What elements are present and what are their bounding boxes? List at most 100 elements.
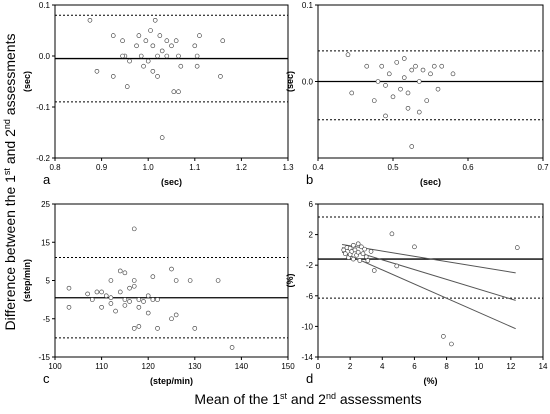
data-point (420, 67, 426, 73)
x-tick-label: 1.2 (236, 163, 248, 172)
data-point (218, 74, 223, 79)
data-point (375, 79, 381, 84)
data-point (355, 249, 361, 255)
y-tick-label: 25 (41, 200, 50, 209)
data-point (441, 334, 446, 339)
data-point (117, 268, 123, 274)
x-tick-label: 140 (235, 362, 249, 371)
y-tick-label: -0.1 (36, 103, 50, 112)
data-point (157, 33, 163, 38)
panels: 0.8 0.9 1.0 1.1 1.2 1.3 -0.2 -0.1 0.0 0.1 (sec) (se… (22, 1, 549, 386)
data-point (143, 38, 149, 44)
data-point (150, 69, 156, 74)
x-tick-label: 150 (281, 362, 295, 371)
data-point (145, 58, 151, 64)
data-point (164, 53, 170, 59)
y-tick-label: 0.0 (302, 78, 314, 87)
data-point (173, 38, 179, 44)
data-point (359, 244, 364, 250)
data-point (343, 251, 348, 257)
data-point (89, 297, 95, 302)
y-tick-label: -2 (306, 261, 314, 270)
x-axis-unit-label: (sec) (420, 177, 441, 187)
y-tick-label: -14 (301, 353, 313, 362)
data-point (159, 48, 165, 54)
y-tick-label: 5 (46, 277, 51, 286)
data-point (169, 43, 174, 49)
data-point (194, 53, 200, 59)
data-point (150, 297, 156, 302)
x-tick-label: 110 (95, 362, 108, 371)
data-point (389, 231, 395, 237)
y-axis-unit-label: (sec) (22, 71, 32, 92)
data-point (169, 316, 174, 322)
data-point (127, 299, 132, 304)
data-point (150, 274, 156, 279)
data-point (176, 89, 181, 94)
data-point (416, 79, 422, 84)
data-point (155, 297, 160, 302)
data-point (171, 89, 177, 94)
data-point (136, 324, 142, 329)
data-point (351, 243, 356, 248)
data-point (197, 33, 202, 38)
data-point (352, 247, 358, 253)
x-tick-label: 8 (444, 362, 449, 371)
y-tick-label: -6 (306, 292, 314, 301)
data-point (113, 308, 118, 314)
plot-frame (317, 203, 544, 358)
data-point (379, 63, 385, 69)
data-point (131, 326, 137, 331)
x-tick-label: 0.8 (49, 163, 61, 172)
data-point (364, 63, 370, 69)
data-point (368, 249, 374, 254)
data-point (355, 241, 361, 247)
x-tick-label: 10 (474, 362, 483, 371)
data-point (401, 75, 407, 80)
data-point (155, 53, 160, 59)
data-point (136, 297, 142, 302)
x-tick-label: 1.3 (282, 163, 294, 172)
y-axis-unit-label: (step/min) (22, 259, 32, 302)
data-point (435, 86, 441, 92)
data-point (131, 278, 137, 283)
data-point (169, 266, 174, 272)
data-point (66, 285, 72, 291)
y-tick-label: -10 (301, 322, 313, 331)
data-point (173, 278, 179, 283)
data-point (357, 258, 363, 263)
data-point (108, 278, 114, 283)
data-point (390, 94, 396, 100)
x-tick-label: 12 (506, 362, 515, 371)
data-point (155, 326, 160, 331)
shared-y-axis-label: Difference between the 1st and 2nd asses… (2, 34, 18, 331)
data-point (85, 291, 90, 297)
data-point (416, 109, 422, 115)
data-point (341, 247, 347, 253)
y-tick-label: 6 (309, 200, 314, 209)
data-point (409, 67, 415, 73)
data-point (66, 304, 72, 310)
data-point (345, 52, 351, 58)
x-tick-label: 0.7 (537, 163, 549, 172)
data-point (371, 98, 377, 103)
data-point (145, 293, 151, 299)
data-point (127, 285, 132, 291)
panel-letter-c: c (43, 371, 50, 386)
y-tick-label: -0.2 (36, 154, 50, 163)
data-point (192, 43, 198, 49)
data-point (220, 38, 226, 44)
x-tick-label: 2 (348, 362, 353, 371)
x-tick-label: 120 (142, 362, 156, 371)
data-point (215, 278, 221, 283)
data-point (99, 304, 104, 310)
panel-letter-d: d (306, 371, 313, 386)
data-point (178, 63, 184, 69)
data-point (363, 254, 369, 260)
x-tick-label: 4 (380, 362, 385, 371)
data-point (141, 299, 146, 304)
panel-letter-b: b (306, 172, 313, 187)
x-tick-label: 1.1 (189, 163, 201, 172)
data-point (110, 74, 116, 79)
